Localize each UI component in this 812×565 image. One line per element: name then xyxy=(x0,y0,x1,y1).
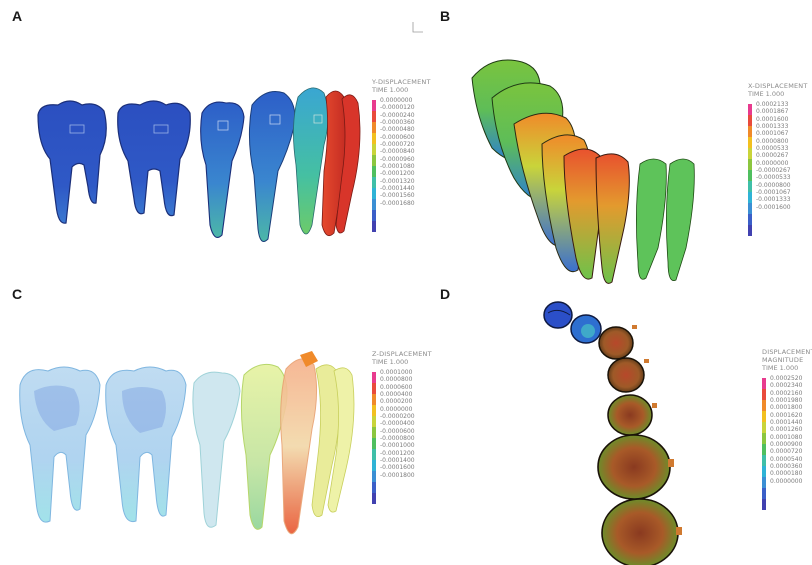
legend-value: -0.0000800 xyxy=(380,435,415,443)
legend-value: -0.0000120 xyxy=(380,104,415,112)
legend-value: 0.0001980 xyxy=(770,397,803,405)
legend-title: DISPLACEMENT MAGNITUDE xyxy=(762,348,812,364)
legend-value: -0.0001080 xyxy=(380,163,415,171)
legend-value: -0.0001600 xyxy=(380,464,415,472)
legend-time: TIME 1.000 xyxy=(372,358,409,366)
legend-value: -0.0000840 xyxy=(380,148,415,156)
legend-value: -0.0001320 xyxy=(380,177,415,185)
panel-c-label: C xyxy=(12,286,23,302)
legend-value: -0.0000720 xyxy=(380,141,415,149)
legend-title: Z-DISPLACEMENT xyxy=(372,350,432,358)
legend-value: 0.0001067 xyxy=(756,130,789,138)
legend-value: 0.0001000 xyxy=(380,369,413,376)
panel-a-teeth-render xyxy=(37,87,361,242)
legend-value: 0.0001333 xyxy=(756,123,789,131)
legend-value: 0.0000000 xyxy=(380,97,413,104)
legend-value: -0.0000480 xyxy=(380,126,415,134)
legend-value: -0.0001000 xyxy=(380,442,415,450)
panel-b-legend: X-DISPLACEMENT TIME 1.000 0.0002133 0.000… xyxy=(748,82,808,236)
legend-title: Y-DISPLACEMENT xyxy=(372,78,431,86)
legend-values: 0.0002520 0.0002340 0.0002160 0.0001980 0.00… xyxy=(770,375,802,485)
legend-value: 0.0002160 xyxy=(770,389,803,397)
legend-values: 0.0002133 0.0001867 0.0001600 0.0001333 0.00… xyxy=(756,101,791,211)
legend-value: 0.0000180 xyxy=(770,470,803,478)
legend-value: -0.0001200 xyxy=(380,449,415,457)
panel-d-legend: DISPLACEMENT MAGNITUDE TIME 1.000 0.0002… xyxy=(762,348,812,510)
legend-value: -0.0000267 xyxy=(756,167,791,175)
legend-time: TIME 1.000 xyxy=(748,90,785,98)
legend-color-bar xyxy=(372,372,376,504)
legend-value: -0.0001067 xyxy=(756,189,791,197)
legend-value: -0.0000600 xyxy=(380,133,415,141)
legend-value: -0.0001680 xyxy=(380,199,415,207)
panel-a-label: A xyxy=(12,8,23,24)
legend-value: 0.0002133 xyxy=(756,101,789,108)
legend-value: -0.0001333 xyxy=(756,196,791,204)
legend-color-bar xyxy=(748,104,752,236)
legend-time: TIME 1.000 xyxy=(372,86,409,94)
legend-color-bar xyxy=(372,100,376,232)
legend-value: 0.0000800 xyxy=(756,137,789,145)
legend-title: X-DISPLACEMENT xyxy=(748,82,808,90)
legend-value: 0.0000720 xyxy=(770,448,803,456)
legend-value: 0.0002340 xyxy=(770,382,803,390)
panel-a-legend: Y-DISPLACEMENT TIME 1.000 0.0000000 -0.00… xyxy=(372,78,431,232)
legend-value: -0.0001800 xyxy=(380,471,415,479)
legend-value: 0.0000600 xyxy=(380,383,413,391)
legend-value: 0.0000900 xyxy=(770,441,803,449)
panel-c-teeth-render xyxy=(19,351,355,535)
legend-value: 0.0000000 xyxy=(380,405,413,413)
axis-triad-icon xyxy=(412,22,423,33)
legend-value: -0.0000200 xyxy=(380,413,415,421)
legend-value: 0.0000400 xyxy=(380,391,413,399)
legend-value: -0.0000960 xyxy=(380,155,415,163)
legend-value: 0.0001080 xyxy=(770,433,803,441)
legend-value: 0.0001800 xyxy=(770,404,803,412)
legend-value: 0.0001600 xyxy=(756,115,789,123)
legend-value: 0.0000360 xyxy=(770,463,803,471)
panel-d-teeth-render xyxy=(543,301,682,565)
legend-value: -0.0000600 xyxy=(380,427,415,435)
legend-value: 0.0000800 xyxy=(380,376,413,384)
legend-values: 0.0001000 0.0000800 0.0000600 0.0000400 0.00… xyxy=(380,369,415,479)
panel-b-label: B xyxy=(440,8,451,24)
legend-value: -0.0000240 xyxy=(380,111,415,119)
legend-value: -0.0000800 xyxy=(756,181,791,189)
legend-time: TIME 1.000 xyxy=(762,364,799,372)
legend-value: -0.0000533 xyxy=(756,174,791,182)
panel-d-label: D xyxy=(440,286,451,302)
legend-value: 0.0001620 xyxy=(770,411,803,419)
legend-value: 0.0000533 xyxy=(756,145,789,153)
legend-value: -0.0001400 xyxy=(380,457,415,465)
legend-value: -0.0001440 xyxy=(380,185,415,193)
legend-value: 0.0000267 xyxy=(756,152,789,160)
legend-values: 0.0000000 -0.0000120 -0.0000240 -0.0000360-… xyxy=(380,97,415,207)
legend-value: 0.0001440 xyxy=(770,419,803,427)
legend-value: 0.0001260 xyxy=(770,426,803,434)
legend-color-bar xyxy=(762,378,766,510)
legend-value: -0.0001560 xyxy=(380,192,415,200)
legend-value: 0.0002520 xyxy=(770,375,803,382)
panel-c-legend: Z-DISPLACEMENT TIME 1.000 0.0001000 0.000… xyxy=(372,350,432,504)
legend-value: 0.0000540 xyxy=(770,455,803,463)
legend-value: 0.0001867 xyxy=(756,108,789,116)
legend-value: -0.0000360 xyxy=(380,119,415,127)
panel-b-teeth-render xyxy=(471,59,695,284)
legend-value: 0.0000000 xyxy=(770,477,803,485)
legend-value: 0.0000200 xyxy=(380,398,413,406)
legend-value: 0.0000000 xyxy=(756,159,789,167)
legend-value: -0.0001600 xyxy=(756,203,791,211)
legend-value: -0.0000400 xyxy=(380,420,415,428)
legend-value: -0.0001200 xyxy=(380,170,415,178)
